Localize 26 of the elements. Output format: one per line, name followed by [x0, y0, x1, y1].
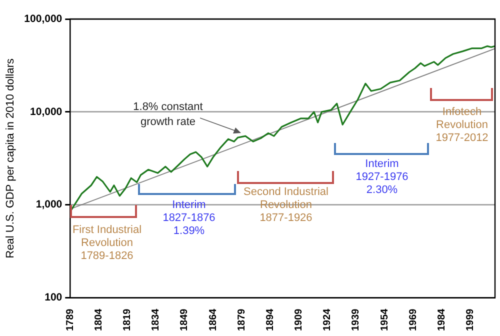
x-tick-label: 1954 — [379, 308, 390, 332]
x-tick-label: 1834 — [150, 308, 162, 332]
x-tick-label: 1969 — [408, 308, 419, 332]
y-tick-label: 1,000 — [36, 198, 62, 211]
annotation: Second Industrial Revolution 1877-1926 — [244, 186, 328, 225]
x-tick-label: 1864 — [208, 308, 219, 332]
x-tick-label: 1984 — [436, 308, 448, 332]
annotation: 1.8% constant growth rate — [133, 100, 203, 130]
x-tick-label: 1789 — [64, 308, 76, 332]
annotation: First Industrial Revolution 1789-1826 — [72, 224, 142, 263]
x-tick-label: 1804 — [93, 308, 104, 332]
x-tick-label: 1999 — [464, 308, 476, 332]
y-tick-label: 100 — [44, 292, 62, 304]
x-tick-label: 1909 — [294, 308, 305, 332]
y-axis-title: Real U.S. GDP per capita in 2010 dollars — [4, 58, 17, 258]
annotation: Interim 1927-1976 2.30% — [356, 158, 408, 197]
annotation: Interim 1827-1876 1.39% — [162, 199, 216, 238]
y-tick-label: 10,000 — [30, 106, 62, 118]
annotation: Infotech Revolution 1977-2012 — [436, 106, 488, 145]
x-tick-label: 1939 — [350, 308, 362, 332]
x-tick-label: 1894 — [264, 308, 276, 332]
x-tick-label: 1879 — [236, 308, 248, 332]
y-tick-label: 100,000 — [24, 12, 62, 25]
x-tick-label: 1849 — [179, 308, 190, 332]
x-tick-label: 1819 — [122, 308, 134, 332]
x-tick-label: 1924 — [322, 308, 334, 332]
